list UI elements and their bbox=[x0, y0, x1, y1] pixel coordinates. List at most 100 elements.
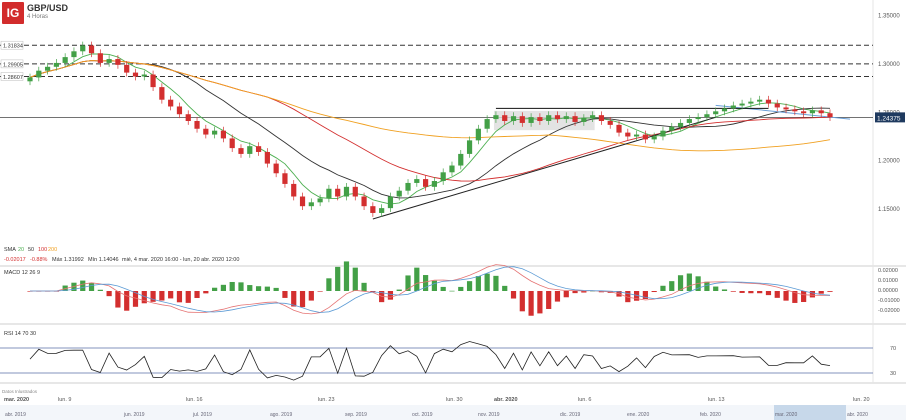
price-tick-label: 1.15000 bbox=[878, 207, 900, 213]
candle-body bbox=[590, 115, 596, 119]
candle-body bbox=[607, 121, 613, 125]
sma-line-100 bbox=[29, 60, 830, 182]
x-axis-label: lun. 30 bbox=[446, 397, 463, 403]
timeframe-label[interactable]: 4 Horas bbox=[27, 14, 49, 20]
candle-body bbox=[818, 110, 824, 114]
macd-histogram-bar bbox=[97, 289, 103, 291]
navigator-label: ene. 2020 bbox=[627, 412, 649, 418]
navigator-label: jul. 2019 bbox=[192, 412, 212, 418]
sma-line-50 bbox=[29, 60, 831, 199]
macd-histogram-bar bbox=[633, 291, 640, 301]
macd-histogram-bar bbox=[308, 291, 314, 301]
x-axis-label: lun. 6 bbox=[578, 397, 591, 403]
navigator-window[interactable] bbox=[774, 405, 846, 420]
stat-range: mié, 4 mar. 2020 16:00 - lun, 20 abr. 20… bbox=[122, 257, 239, 263]
macd-histogram-bar bbox=[669, 281, 675, 291]
candle-body bbox=[713, 111, 719, 115]
macd-histogram-bar bbox=[282, 291, 288, 298]
navigator-label: nov. 2019 bbox=[478, 412, 500, 418]
macd-histogram-bar bbox=[651, 291, 657, 293]
candle-body bbox=[466, 140, 473, 154]
candle-body bbox=[212, 130, 218, 135]
candle-body bbox=[361, 196, 367, 207]
macd-histogram-bar bbox=[299, 291, 306, 308]
candle-body bbox=[203, 128, 209, 135]
candle-body bbox=[686, 119, 692, 123]
candle-body bbox=[220, 130, 227, 139]
macd-histogram-bar bbox=[528, 291, 534, 316]
macd-tick-label: 0.01000 bbox=[878, 278, 898, 284]
candle-body bbox=[598, 115, 605, 121]
candle-body bbox=[537, 117, 543, 121]
macd-histogram-bar bbox=[493, 275, 499, 291]
candle-body bbox=[36, 70, 42, 78]
sma-legend-period: 200 bbox=[48, 247, 57, 253]
candle-body bbox=[721, 108, 728, 112]
macd-histogram-bar bbox=[739, 291, 745, 293]
candle-body bbox=[159, 87, 165, 100]
rsi-tick-label: 70 bbox=[890, 346, 896, 352]
macd-histogram-bar bbox=[519, 291, 525, 312]
candle-body bbox=[510, 116, 517, 121]
macd-histogram-bar bbox=[765, 291, 772, 296]
candle-body bbox=[194, 121, 200, 129]
current-price-tag bbox=[875, 112, 905, 123]
candle-body bbox=[677, 122, 684, 127]
candle-body bbox=[783, 107, 789, 110]
candle-body bbox=[493, 115, 499, 120]
macd-histogram-bar bbox=[396, 289, 402, 291]
candle-body bbox=[572, 116, 578, 122]
macd-histogram-bar bbox=[466, 281, 473, 291]
candle-body bbox=[704, 114, 710, 118]
candle-body bbox=[387, 196, 394, 209]
macd-histogram-bar bbox=[581, 291, 587, 293]
consolidation-zone bbox=[493, 110, 595, 131]
macd-histogram-bar bbox=[247, 285, 253, 291]
candle-body bbox=[458, 153, 464, 166]
macd-histogram-bar bbox=[449, 290, 455, 292]
candle-body bbox=[255, 146, 262, 152]
macd-histogram-bar bbox=[757, 291, 763, 294]
macd-histogram-bar bbox=[792, 291, 798, 303]
macd-title: MACD 12 26 9 bbox=[4, 270, 40, 276]
macd-histogram-bar bbox=[510, 291, 517, 299]
candle-body bbox=[440, 172, 446, 182]
macd-histogram-bar bbox=[484, 273, 490, 291]
candle-body bbox=[97, 53, 103, 63]
candle-body bbox=[801, 111, 807, 114]
x-axis-label: mar. 2020 bbox=[4, 397, 29, 403]
candle-body bbox=[651, 136, 657, 140]
navigator-strip[interactable] bbox=[0, 405, 906, 420]
macd-histogram-bar bbox=[827, 291, 833, 292]
macd-histogram-bar bbox=[546, 291, 552, 309]
candle-body bbox=[168, 99, 174, 107]
macd-histogram-bar bbox=[642, 291, 648, 299]
x-axis-label: lun. 16 bbox=[186, 397, 203, 403]
macd-histogram-bar bbox=[203, 291, 209, 294]
stat-max: Máx 1.31992 bbox=[52, 257, 84, 263]
rsi-line bbox=[29, 341, 831, 381]
macd-histogram-bar bbox=[194, 291, 200, 298]
candle-body bbox=[414, 179, 420, 183]
level-tag-label: 1.29905 bbox=[3, 62, 23, 68]
candle-body bbox=[669, 126, 675, 131]
macd-tick-label: 0.00000 bbox=[878, 288, 898, 294]
macd-histogram-bar bbox=[423, 275, 429, 291]
symbol-title: GBP/USD bbox=[27, 3, 69, 13]
trendline-support bbox=[372, 116, 716, 220]
candle-body bbox=[431, 181, 437, 187]
navigator-label: abr. 2019 bbox=[5, 412, 26, 418]
sma-legend-period: 20 bbox=[18, 247, 24, 253]
candle-body bbox=[80, 45, 86, 52]
candle-body bbox=[141, 74, 147, 77]
candle-body bbox=[370, 206, 376, 213]
candle-body bbox=[396, 190, 402, 197]
navigator-label: oct. 2019 bbox=[412, 412, 433, 418]
macd-histogram-bar bbox=[809, 291, 816, 298]
rsi-title: RSI 14 70 30 bbox=[4, 331, 36, 337]
candle-body bbox=[132, 72, 139, 77]
navigator-label: mar. 2020 bbox=[775, 412, 797, 418]
macd-histogram-bar bbox=[255, 286, 262, 291]
macd-tick-label: 0.02000 bbox=[878, 268, 898, 274]
